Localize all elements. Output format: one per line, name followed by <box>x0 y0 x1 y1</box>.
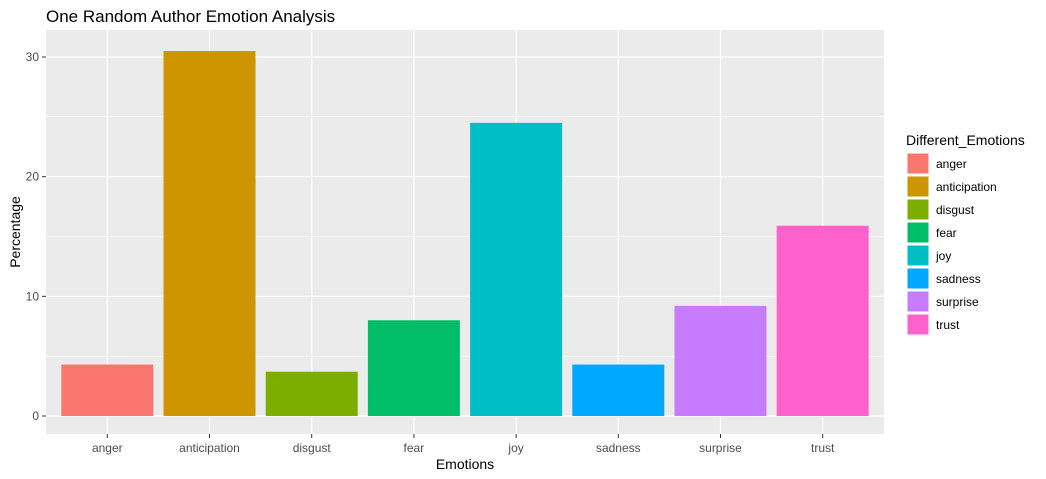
legend-label-anticipation: anticipation <box>936 180 997 194</box>
x-axis-title: Emotions <box>436 456 494 472</box>
bar-fear <box>367 320 460 416</box>
y-tick-label: 20 <box>26 170 40 184</box>
bar-sadness <box>572 364 665 416</box>
x-tick-label: joy <box>507 441 523 455</box>
legend-label-sadness: sadness <box>936 272 981 286</box>
y-axis-title: Percentage <box>7 196 23 268</box>
chart-title: One Random Author Emotion Analysis <box>46 7 335 26</box>
x-tick-label: disgust <box>293 441 332 455</box>
legend-key-joy <box>906 244 930 267</box>
bar-surprise <box>674 305 767 416</box>
legend-label-disgust: disgust <box>936 203 975 217</box>
y-axis: 0 10 20 30 <box>26 50 46 423</box>
legend-label-surprise: surprise <box>936 295 979 309</box>
legend-label-joy: joy <box>935 249 951 263</box>
legend: Different_Emotions anger anticipation disg… <box>906 132 1025 336</box>
legend-key-anticipation <box>906 175 930 198</box>
legend-key-trust <box>906 313 930 336</box>
bar-disgust <box>265 371 358 416</box>
x-tick-label: sadness <box>596 441 641 455</box>
x-tick-label: fear <box>404 441 425 455</box>
legend-label-fear: fear <box>936 226 957 240</box>
y-tick-label: 0 <box>32 409 39 423</box>
bars <box>61 51 869 417</box>
x-tick-label: trust <box>811 441 835 455</box>
x-tick-label: surprise <box>699 441 742 455</box>
y-tick-label: 10 <box>26 289 40 303</box>
legend-key-disgust <box>906 198 930 221</box>
legend-label-anger: anger <box>936 157 967 171</box>
x-tick-label: anger <box>92 441 123 455</box>
bar-anticipation <box>163 51 256 417</box>
bar-anger <box>61 364 154 416</box>
y-tick-label: 30 <box>26 50 40 64</box>
legend-key-fear <box>906 221 930 244</box>
legend-items: anger anticipation disgust fear joy sadness su… <box>906 152 997 336</box>
legend-label-trust: trust <box>936 318 960 332</box>
bar-joy <box>470 122 563 417</box>
legend-key-sadness <box>906 267 930 290</box>
x-axis: anger anticipation disgust fear joy sadness su… <box>92 434 835 455</box>
legend-title: Different_Emotions <box>906 132 1025 148</box>
legend-key-surprise <box>906 290 930 313</box>
x-tick-label: anticipation <box>179 441 240 455</box>
bar-trust <box>776 225 869 416</box>
legend-key-anger <box>906 152 930 175</box>
